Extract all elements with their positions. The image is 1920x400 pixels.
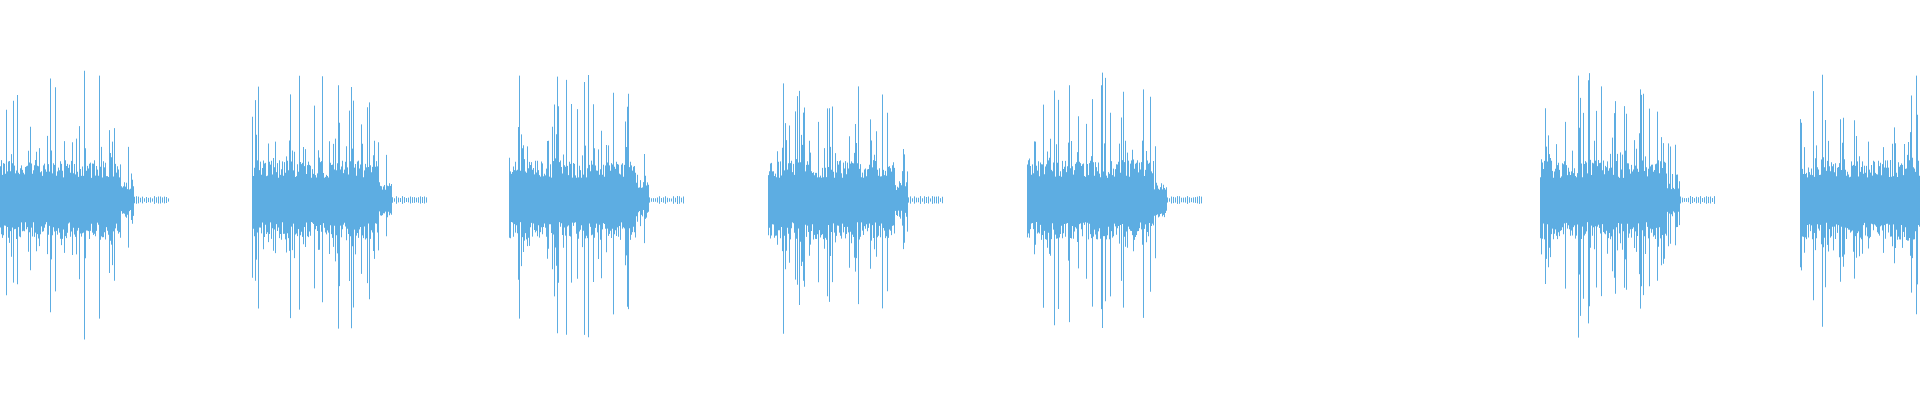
waveform-burst — [1027, 72, 1202, 328]
waveform-burst — [252, 75, 427, 329]
waveform-burst — [1800, 74, 1920, 327]
waveform-burst — [0, 70, 169, 340]
waveform-burst — [1540, 73, 1715, 338]
waveform-burst — [509, 75, 684, 338]
waveform-burst — [768, 83, 943, 334]
